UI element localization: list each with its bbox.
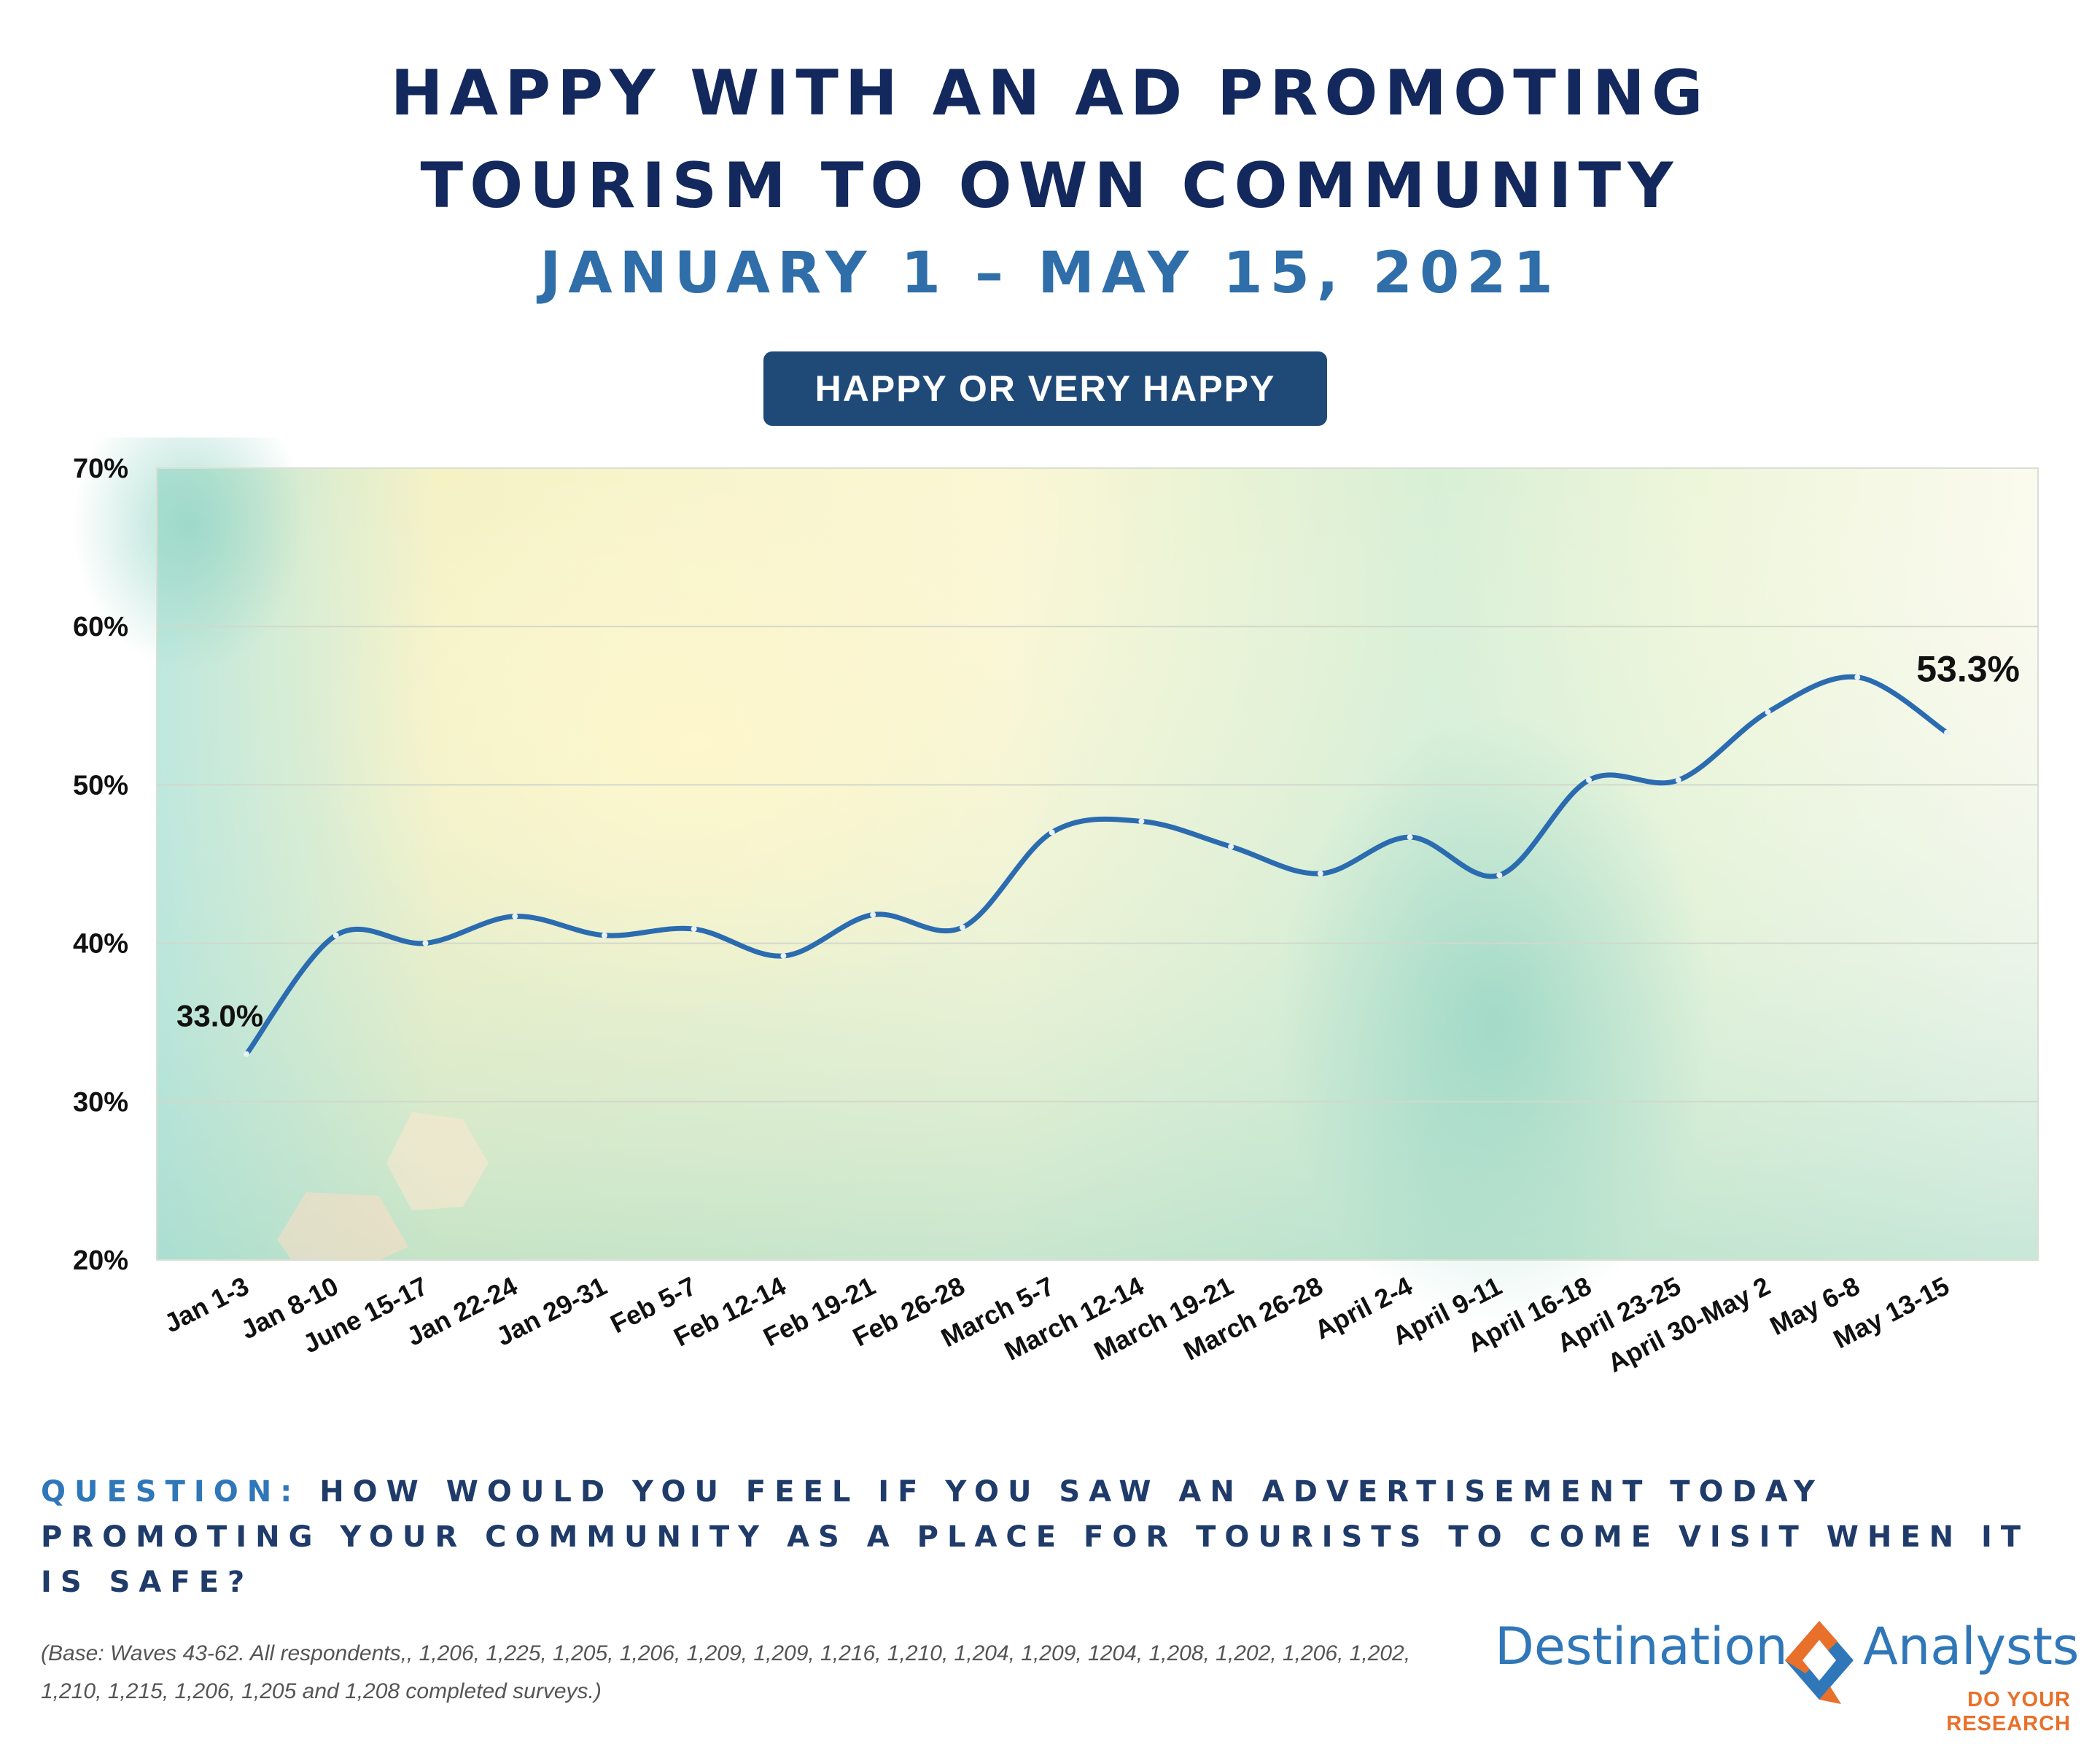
data-point xyxy=(1138,818,1145,825)
bokeh-hexagon xyxy=(386,1112,489,1210)
y-axis-ticks: 20% 30% 40% 50% 60% 70% xyxy=(73,454,128,1276)
data-point xyxy=(959,924,965,930)
y-tick-label: 70% xyxy=(73,454,128,484)
data-point xyxy=(1407,834,1413,841)
y-tick-label: 30% xyxy=(73,1087,128,1118)
data-point xyxy=(780,952,787,959)
logo-word-destination: Destination xyxy=(1495,1617,1788,1676)
data-point xyxy=(1049,829,1055,836)
y-tick-label: 60% xyxy=(73,612,128,642)
data-point xyxy=(601,932,607,938)
bokeh-hexagon-small xyxy=(277,1192,408,1260)
data-point xyxy=(512,913,518,919)
plot-border xyxy=(156,467,2039,1261)
data-annotations: 33.0% 53.3% xyxy=(176,649,2020,1033)
base-note: (Base: Waves 43-62. All respondents,, 1,… xyxy=(41,1641,1411,1703)
question-text: HOW WOULD YOU FEEL IF YOU SAW AN ADVERTI… xyxy=(41,1475,2030,1599)
chart-subtitle: JANUARY 1 – MAY 15, 2021 xyxy=(540,241,1560,306)
data-point xyxy=(1944,729,1950,736)
data-point xyxy=(1317,871,1323,877)
chart-title-line2: TOURISM TO OWN COMMUNITY xyxy=(420,149,1680,222)
logo-word-analysts: Analysts xyxy=(1863,1617,2080,1676)
chart-title-line1: HAPPY WITH AN AD PROMOTING xyxy=(390,57,1710,130)
series-badge: HAPPY OR VERY HAPPY xyxy=(763,351,1327,426)
question-label: QUESTION: xyxy=(41,1475,301,1509)
data-point xyxy=(870,911,876,918)
data-point xyxy=(332,932,339,938)
data-point xyxy=(1496,872,1503,879)
logo-diamond-icon xyxy=(1785,1621,1854,1704)
survey-question: QUESTION: HOW WOULD YOU FEEL IF YOU SAW … xyxy=(41,1469,2068,1605)
data-point xyxy=(1765,709,1771,715)
plot-bg-teal xyxy=(1276,715,1714,1327)
destination-analysts-logo: Destination Analysts DO YOUR RESEARCH xyxy=(1495,1615,2079,1735)
data-point xyxy=(244,1051,249,1057)
data-label: 53.3% xyxy=(1916,649,2020,690)
data-point xyxy=(1675,777,1681,783)
x-tick-label: Jan 1-3 xyxy=(159,1271,253,1339)
data-series xyxy=(244,674,1950,1057)
logo-tagline: DO YOUR RESEARCH xyxy=(1946,1688,2071,1735)
plot-background xyxy=(73,438,2039,1327)
plot-bg-teal-corner xyxy=(73,438,306,671)
data-point xyxy=(422,940,429,946)
data-point xyxy=(1586,777,1592,783)
data-point xyxy=(1228,844,1234,850)
y-tick-label: 50% xyxy=(73,770,128,801)
y-tick-label: 20% xyxy=(73,1245,128,1276)
data-label: 33.0% xyxy=(176,999,263,1033)
data-point xyxy=(1854,674,1861,680)
y-tick-label: 40% xyxy=(73,929,128,960)
data-point xyxy=(691,926,697,933)
gridlines xyxy=(157,626,2038,1102)
plot-bg-glow xyxy=(314,467,1072,1021)
